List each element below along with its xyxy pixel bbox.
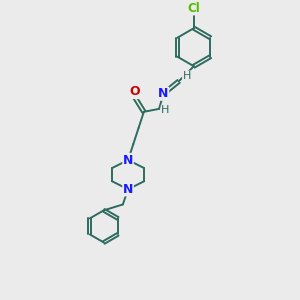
Text: H: H <box>161 105 170 115</box>
Text: Cl: Cl <box>188 2 200 15</box>
Text: N: N <box>123 154 133 166</box>
Text: H: H <box>183 71 191 81</box>
Text: N: N <box>123 183 133 196</box>
Text: N: N <box>158 87 169 100</box>
Text: O: O <box>129 85 140 98</box>
